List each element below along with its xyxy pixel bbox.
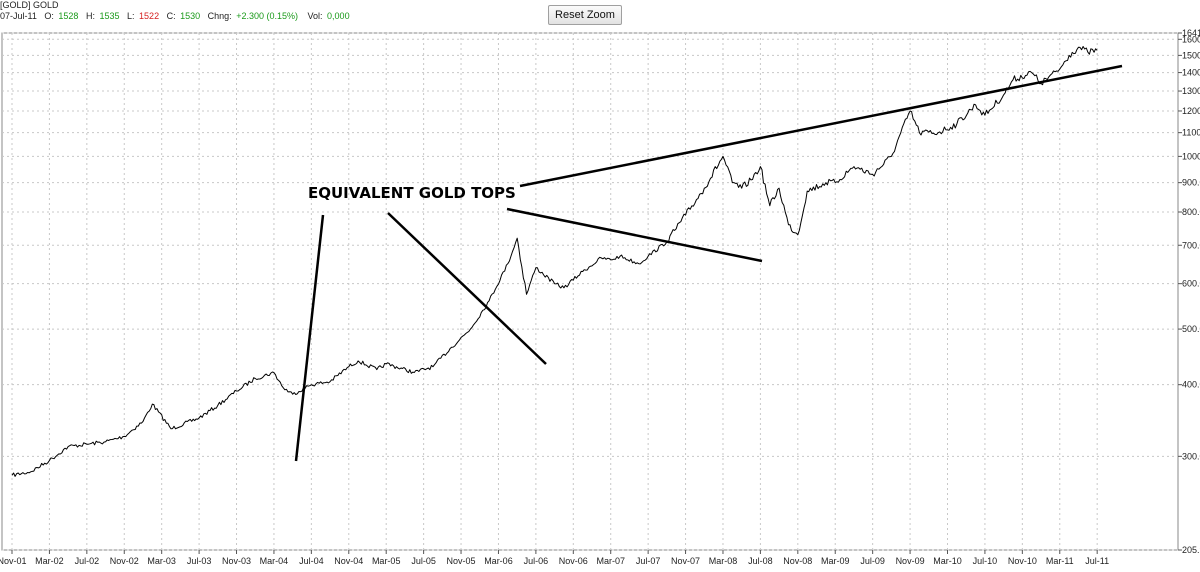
x-tick-label: Jul-04 (299, 556, 324, 566)
plot-frame (1, 32, 1179, 551)
annotation-arrow-2004-top (294, 214, 325, 462)
low-value: 1522 (139, 11, 160, 21)
x-tick-label: Mar-11 (1046, 556, 1074, 566)
chart-grid (1, 32, 1179, 551)
x-tick-label: Nov-04 (334, 556, 363, 566)
x-tick-label: Jul-10 (973, 556, 998, 566)
y-tick-label: 1400 (1182, 68, 1200, 78)
y-tick-label: 300.00 (1182, 451, 1200, 461)
y-tick-label: 1500 (1182, 50, 1200, 60)
reset-zoom-button[interactable]: Reset Zoom (548, 5, 622, 25)
y-tick-label: 1200 (1182, 106, 1200, 116)
x-tick-label: Jul-06 (524, 556, 549, 566)
y-tick-label: 205.99 (1182, 545, 1200, 555)
symbol-label: [GOLD] GOLD (0, 0, 59, 10)
high-value: 1535 (99, 11, 120, 21)
change-value: +2.300 (0.15%) (236, 11, 298, 21)
ohlc-row: 07-Jul-11 O: 1528 H: 1535 L: 1522 C: 153… (0, 11, 350, 22)
x-tick-label: Nov-05 (447, 556, 476, 566)
y-tick-label: 1100 (1182, 128, 1200, 138)
x-tick-label: Nov-08 (783, 556, 812, 566)
x-tick-label: Jul-02 (75, 556, 100, 566)
x-tick-label: Mar-03 (147, 556, 176, 566)
symbol-row: [GOLD] GOLD (0, 0, 350, 11)
chart-axes: Nov-01 Mar-02 Jul-02 Nov-02 Mar-03 Jul-03 Nov-… (0, 28, 1200, 566)
x-tick-label: Mar-09 (821, 556, 850, 566)
y-tick-label: 1300 (1182, 86, 1200, 96)
x-tick-label: Nov-03 (222, 556, 251, 566)
annotation-label: EQUIVALENT GOLD TOPS (308, 184, 516, 202)
x-tick-label: Mar-05 (372, 556, 401, 566)
y-tick-label: 700.00 (1182, 240, 1200, 250)
x-tick-label: Jul-07 (636, 556, 661, 566)
x-tick-label: Mar-07 (596, 556, 625, 566)
open-label: O: (44, 11, 54, 21)
x-tick-label: Nov-09 (896, 556, 925, 566)
y-tick-label: 1000.00 (1182, 151, 1200, 161)
x-tick-label: Nov-01 (0, 556, 27, 566)
change-label: Chng: (207, 11, 232, 21)
low-label: L: (127, 11, 135, 21)
volume-value: 0,000 (327, 11, 350, 21)
x-tick-label: Jul-05 (411, 556, 436, 566)
y-tick-label: 600.00 (1182, 279, 1200, 289)
y-tick-label: 1600 (1182, 34, 1200, 44)
quote-info-bar: [GOLD] GOLD 07-Jul-11 O: 1528 H: 1535 L:… (0, 0, 350, 22)
x-tick-label: Mar-02 (35, 556, 64, 566)
x-tick-label: Nov-07 (671, 556, 700, 566)
high-label: H: (85, 11, 95, 21)
x-tick-label: Jul-03 (187, 556, 212, 566)
y-tick-label: 900.00 (1182, 178, 1200, 188)
y-tick-label: 800.00 (1182, 207, 1200, 217)
x-tick-label: Nov-06 (559, 556, 588, 566)
x-tick-label: Jul-08 (748, 556, 773, 566)
y-tick-label: 500.00 (1182, 324, 1200, 334)
close-label: C: (166, 11, 176, 21)
open-value: 1528 (58, 11, 79, 21)
volume-label: Vol: (307, 11, 323, 21)
x-tick-label: Mar-06 (484, 556, 513, 566)
gold-price-line (11, 46, 1098, 477)
y-tick-label: 400.00 (1182, 380, 1200, 390)
annotation-layer: EQUIVALENT GOLD TOPS (294, 64, 1123, 462)
annotation-arrow-2006-top (387, 212, 547, 365)
x-tick-label: Jul-11 (1085, 556, 1109, 566)
close-value: 1530 (180, 11, 201, 21)
x-tick-label: Nov-10 (1008, 556, 1037, 566)
annotation-arrow-2011-top (519, 64, 1123, 188)
x-tick-label: Mar-04 (260, 556, 289, 566)
x-tick-label: Jul-09 (860, 556, 885, 566)
y-tick-label: 1641 (1182, 28, 1200, 38)
x-tick-label: Mar-08 (709, 556, 738, 566)
annotation-arrow-2008-top (506, 207, 763, 263)
quote-date: 07-Jul-11 (0, 11, 37, 21)
x-tick-label: Nov-02 (110, 556, 139, 566)
price-series (11, 46, 1098, 477)
x-tick-label: Mar-10 (933, 556, 962, 566)
